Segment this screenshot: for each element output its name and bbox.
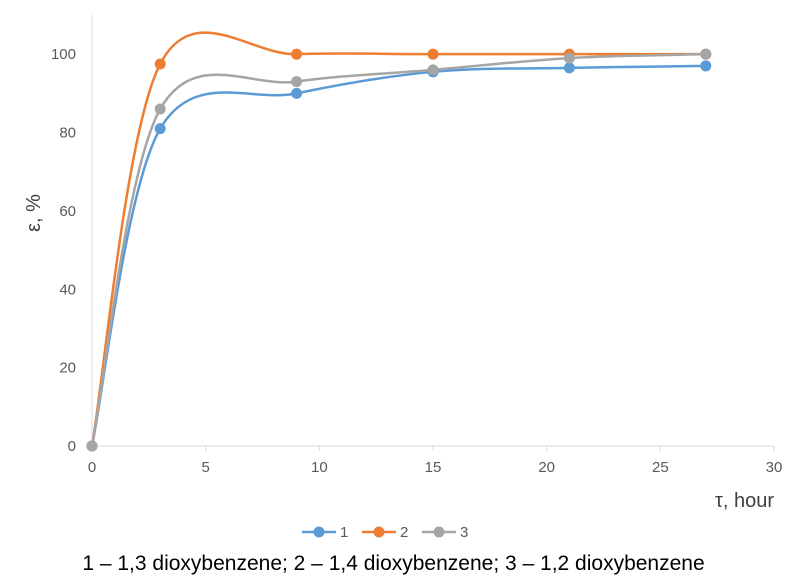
data-point xyxy=(86,440,98,452)
figure-caption: 1 – 1,3 dioxybenzene; 2 – 1,4 dioxybenze… xyxy=(82,552,705,575)
legend: 1 2 3 xyxy=(302,524,468,541)
y-tick-label: 80 xyxy=(59,125,76,142)
data-point xyxy=(291,48,303,60)
legend-label: 2 xyxy=(400,524,408,541)
data-point xyxy=(154,58,166,70)
y-tick-label: 60 xyxy=(59,203,76,220)
series-3 xyxy=(86,48,712,452)
legend-label: 1 xyxy=(340,524,348,541)
x-tick-label: 0 xyxy=(88,459,96,476)
data-point xyxy=(427,64,439,76)
legend-marker xyxy=(373,526,385,538)
y-tick-label: 100 xyxy=(51,46,76,63)
x-tick-label: 10 xyxy=(311,459,328,476)
x-axis-label: τ, hour xyxy=(715,490,774,512)
data-point xyxy=(291,87,303,99)
data-point xyxy=(563,52,575,64)
series-2 xyxy=(86,31,712,452)
y-axis-label: ε, % xyxy=(23,194,45,232)
x-tick-label: 15 xyxy=(425,459,442,476)
x-tick-label: 20 xyxy=(538,459,555,476)
data-point xyxy=(154,123,166,135)
legend-item: 2 xyxy=(362,524,408,541)
y-tick-label: 20 xyxy=(59,360,76,377)
legend-label: 3 xyxy=(460,524,468,541)
chart: 0 20 40 60 80 100 0 5 10 15 20 25 30 ε, % τ, hour 1… xyxy=(23,15,783,541)
x-tick-label: 25 xyxy=(652,459,669,476)
y-tick-label: 40 xyxy=(59,281,76,298)
series-line xyxy=(90,31,708,448)
data-point xyxy=(291,76,303,88)
data-point xyxy=(700,48,712,60)
axes xyxy=(91,15,774,447)
series-line xyxy=(90,64,708,448)
x-ticks: 0 5 10 15 20 25 30 xyxy=(88,446,783,476)
data-point xyxy=(700,60,712,72)
legend-item: 1 xyxy=(302,524,348,541)
x-tick-label: 30 xyxy=(766,459,783,476)
series-1 xyxy=(86,60,712,452)
series-layer xyxy=(86,31,712,452)
series-line xyxy=(90,52,708,448)
data-point xyxy=(563,62,575,74)
legend-marker xyxy=(433,526,445,538)
data-point xyxy=(427,48,439,60)
x-tick-label: 5 xyxy=(201,459,209,476)
legend-marker xyxy=(313,526,325,538)
y-tick-label: 0 xyxy=(68,438,76,455)
data-point xyxy=(154,103,166,115)
legend-item: 3 xyxy=(422,524,468,541)
y-ticks: 0 20 40 60 80 100 xyxy=(51,46,76,455)
